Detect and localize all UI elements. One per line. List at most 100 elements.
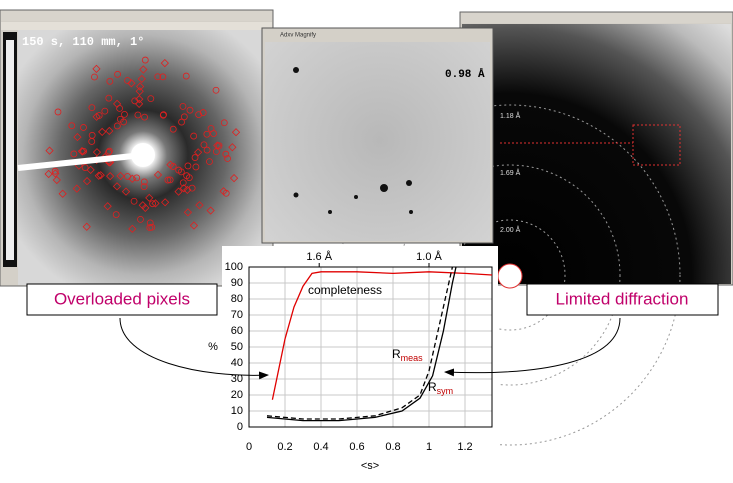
spot-marker — [140, 178, 148, 186]
spot-marker — [179, 102, 187, 110]
spot-marker — [160, 59, 169, 68]
spot-marker — [96, 171, 105, 180]
spot-marker — [166, 176, 174, 184]
spot-marker — [206, 206, 215, 215]
x-tick-label: 0.2 — [277, 441, 292, 453]
spot-marker — [159, 73, 167, 81]
spot-marker — [52, 175, 61, 185]
spot-marker — [194, 148, 203, 157]
spot-marker — [114, 70, 121, 78]
y-tick-label: 10 — [231, 405, 243, 417]
spot-marker — [219, 187, 228, 196]
spot-marker — [138, 201, 147, 210]
spot-marker — [179, 184, 188, 193]
spot-marker — [135, 87, 144, 96]
x-tick-label: 0 — [246, 441, 252, 453]
spot-marker — [180, 113, 188, 121]
spot-marker — [81, 164, 89, 171]
spot-marker — [113, 122, 121, 130]
spot-marker — [86, 165, 95, 174]
ring-label: 2.00 Å — [500, 225, 521, 234]
series-subscript: sym — [437, 386, 454, 396]
spot-marker — [68, 122, 76, 130]
spot-marker — [222, 150, 230, 158]
spot-marker — [207, 125, 215, 132]
ring-label: 1.69 Å — [500, 168, 521, 177]
spot-marker — [92, 64, 101, 73]
spot-marker — [178, 118, 185, 126]
spot-marker — [195, 201, 204, 210]
spot-marker — [174, 187, 183, 196]
spot-marker — [222, 189, 230, 197]
spot-marker — [137, 215, 144, 223]
spot-marker — [51, 169, 60, 178]
y-tick-label: 100 — [225, 261, 243, 273]
y-tick-label: 30 — [231, 373, 243, 385]
series-label: completeness — [308, 283, 382, 297]
spot-marker — [106, 172, 115, 181]
spot-marker — [169, 163, 177, 170]
spot-marker — [154, 73, 162, 81]
spot-marker — [206, 158, 213, 166]
spot-marker — [88, 104, 96, 112]
spot-marker — [148, 223, 156, 231]
resolution-label: 0.98 Å — [445, 68, 485, 81]
spot-marker — [82, 177, 92, 186]
spot-marker — [72, 184, 81, 193]
spot-marker — [229, 174, 239, 183]
spot-marker — [133, 174, 141, 182]
spot-marker — [73, 132, 82, 142]
spot-marker — [80, 124, 87, 131]
spot-marker — [184, 162, 192, 170]
x-tick-label: 1 — [426, 441, 432, 453]
spot-marker — [224, 155, 231, 162]
y-tick-label: 70 — [231, 309, 243, 321]
series-line — [271, 271, 493, 400]
ring-label: 1.18 Å — [500, 111, 521, 120]
spot-marker — [121, 187, 131, 196]
spot-marker — [151, 199, 160, 208]
spot-marker — [116, 171, 125, 181]
x-tick-label: 0.6 — [349, 441, 364, 453]
spot-marker — [112, 182, 122, 191]
spot-marker — [169, 125, 177, 133]
right-window: 1.18 Å 1.69 Å 2.00 Å — [339, 11, 733, 446]
series-label: Rsym — [428, 380, 453, 396]
spot-marker — [44, 169, 53, 179]
series-subscript: meas — [401, 353, 424, 363]
spot-marker — [105, 147, 113, 155]
spot-marker — [231, 128, 241, 137]
spot-marker — [112, 99, 122, 108]
series-name: R — [428, 380, 437, 394]
y-tick-label: 20 — [231, 389, 243, 401]
spot-marker — [213, 141, 222, 150]
spot-marker — [141, 113, 148, 121]
spot-marker — [105, 126, 114, 136]
exposure-label: 150 s, 110 mm, 1° — [22, 35, 144, 49]
spot-marker — [199, 109, 207, 116]
spot-marker — [192, 163, 200, 171]
spot-marker — [183, 208, 193, 217]
chart: 0 10 20 30 40 50 60 70 80 90 100 0 0.2 0.4 0.6 0.8 1 1.2 1… — [208, 250, 493, 472]
series-label: Rmeas — [392, 347, 423, 363]
spot-marker — [228, 143, 237, 152]
series-name: R — [392, 347, 401, 361]
spot-marker — [215, 142, 223, 150]
spot-marker — [134, 111, 142, 119]
spot-marker — [121, 111, 128, 118]
spot-marker — [58, 189, 67, 198]
spot-marker — [189, 221, 199, 230]
spot-marker — [70, 150, 78, 158]
y-axis-label: % — [208, 341, 218, 353]
spot-marker — [127, 79, 136, 88]
spot-marker — [124, 173, 131, 180]
top-tick-label: 1.6 Å — [306, 250, 332, 263]
x-tick-label: 1.2 — [457, 441, 472, 453]
x-tick-label: 0.8 — [385, 441, 400, 453]
spot-marker — [139, 65, 148, 74]
spot-marker — [186, 106, 194, 114]
magnify-window: Adxv Magnify 0.98 Å — [261, 27, 494, 244]
spot-marker — [91, 73, 98, 81]
spot-marker — [92, 148, 102, 157]
